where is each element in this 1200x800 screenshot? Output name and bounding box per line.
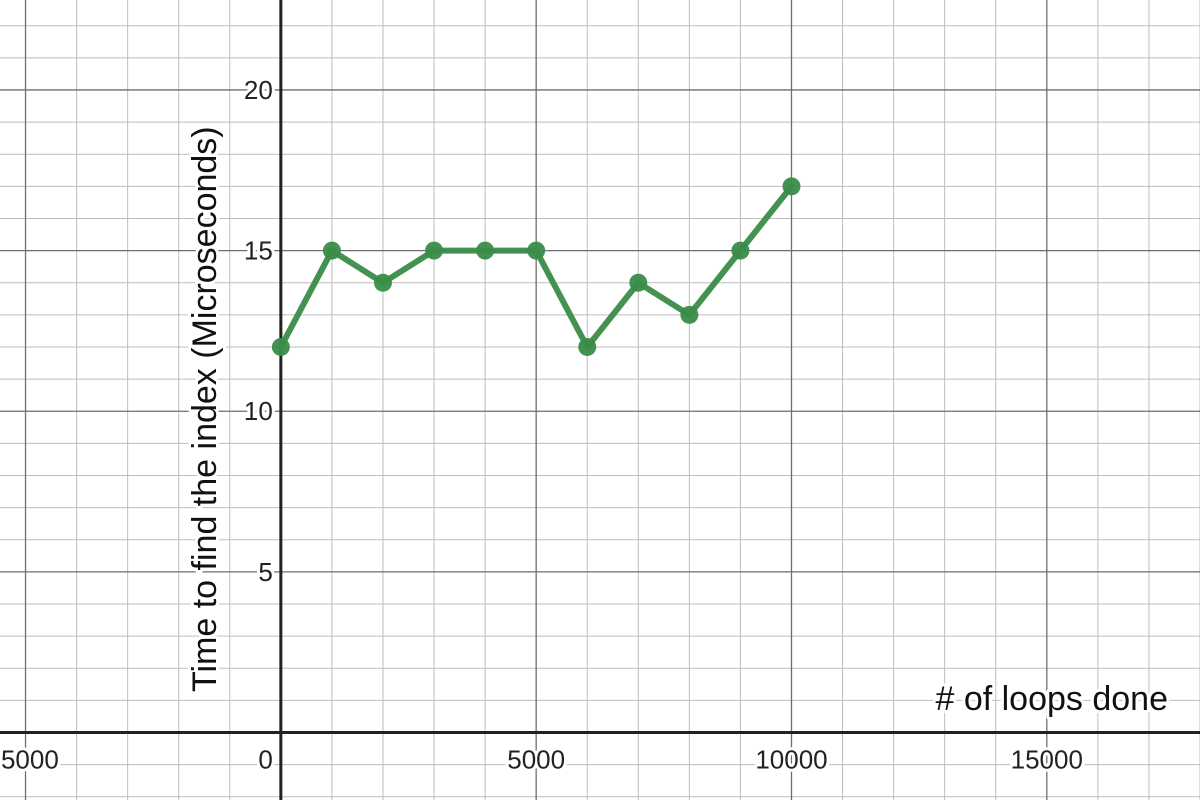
data-point [322,241,341,260]
data-point [578,337,597,356]
data-point [527,241,546,260]
x-tick-label: 5000 [507,745,565,775]
y-axis-label: Time to find the index (Microseconds) [186,126,224,692]
data-point [271,337,290,356]
data-point [680,305,699,324]
x-tick-labels: -5000 0 5000 10000 15000 [0,742,1086,778]
y-tick-label: 20 [244,75,273,105]
data-point [629,273,648,292]
y-tick-labels: 5 10 15 20 [241,72,276,590]
data-point [782,177,801,196]
x-tick-label: 10000 [755,745,827,775]
y-tick-label: 15 [244,236,273,266]
x-axis-label: # of loops done [935,680,1168,718]
y-tick-label: 5 [258,557,272,587]
series-layer [271,177,801,356]
x-tick-label: 15000 [1011,745,1083,775]
data-point [731,241,750,260]
data-point [425,241,444,260]
data-point [476,241,495,260]
x-tick-label: 0 [258,745,272,775]
y-tick-label: 10 [244,396,273,426]
data-point [373,273,392,292]
x-tick-label: -5000 [0,745,59,775]
